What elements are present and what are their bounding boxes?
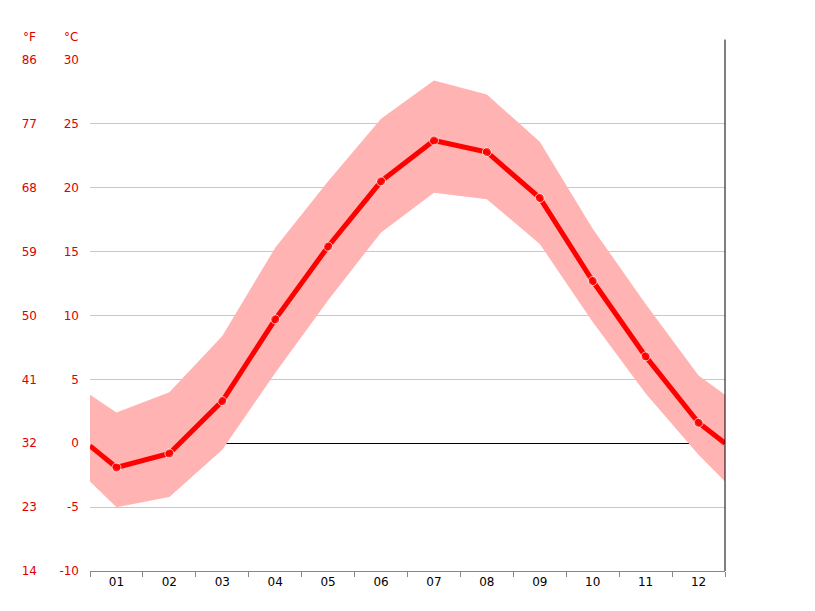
svg-text:41: 41 [22, 373, 37, 387]
svg-text:07: 07 [426, 575, 441, 589]
svg-text:01: 01 [109, 575, 124, 589]
svg-text:10: 10 [64, 309, 79, 323]
svg-text:°F: °F [23, 30, 36, 44]
svg-text:68: 68 [22, 181, 37, 195]
svg-text:11: 11 [638, 575, 653, 589]
svg-text:25: 25 [64, 117, 79, 131]
svg-text:14: 14 [22, 564, 37, 578]
svg-text:23: 23 [22, 500, 37, 514]
svg-text:86: 86 [22, 53, 37, 67]
svg-text:12: 12 [691, 575, 706, 589]
svg-text:06: 06 [373, 575, 388, 589]
svg-text:-10: -10 [59, 564, 79, 578]
svg-text:32: 32 [22, 436, 37, 450]
svg-text:59: 59 [22, 245, 37, 259]
svg-text:0: 0 [71, 436, 79, 450]
svg-text:15: 15 [64, 245, 79, 259]
svg-text:-5: -5 [67, 500, 79, 514]
svg-text:°C: °C [64, 30, 78, 44]
svg-text:03: 03 [215, 575, 230, 589]
svg-text:05: 05 [320, 575, 335, 589]
svg-text:04: 04 [268, 575, 283, 589]
svg-text:5: 5 [71, 373, 79, 387]
svg-text:77: 77 [22, 117, 37, 131]
svg-text:08: 08 [479, 575, 494, 589]
svg-text:50: 50 [22, 309, 37, 323]
svg-text:10: 10 [585, 575, 600, 589]
svg-text:20: 20 [64, 181, 79, 195]
svg-text:30: 30 [64, 53, 79, 67]
svg-text:02: 02 [162, 575, 177, 589]
svg-text:09: 09 [532, 575, 547, 589]
